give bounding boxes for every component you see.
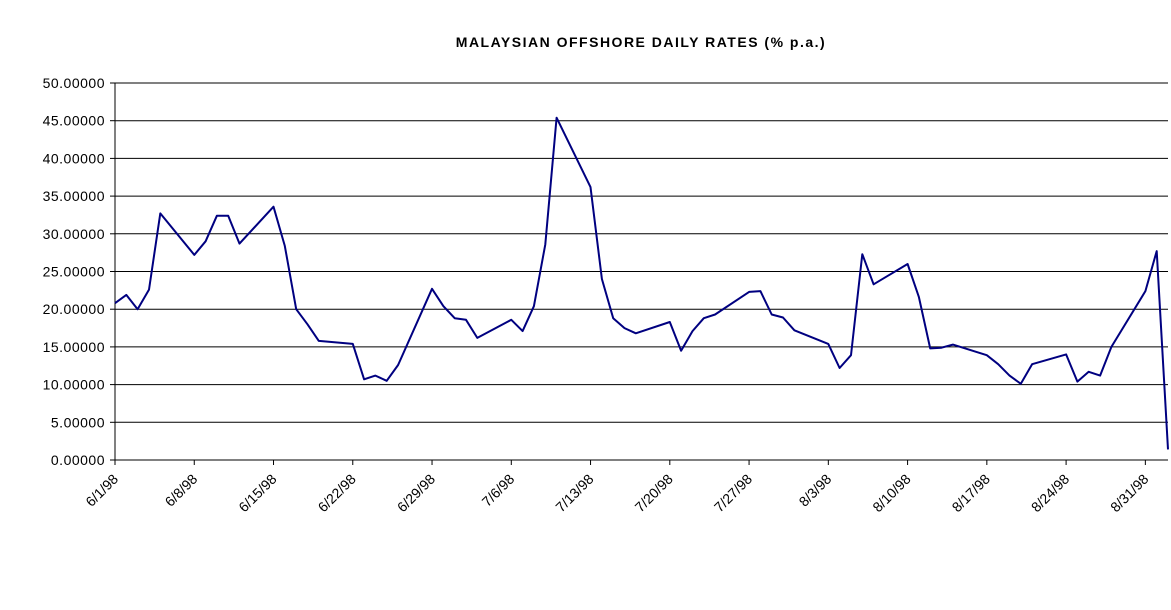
x-tick-label: 8/17/98	[949, 471, 993, 515]
x-tick-label: 6/8/98	[162, 471, 201, 510]
x-tick-label: 8/3/98	[796, 471, 835, 510]
chart-title: MALAYSIAN OFFSHORE DAILY RATES (% p.a.)	[456, 34, 826, 50]
data-line	[114, 116, 1169, 450]
y-tick-label: 35.00000	[43, 188, 105, 204]
x-tick-label: 6/15/98	[235, 471, 279, 515]
x-tick-label: 7/6/98	[479, 471, 518, 510]
y-tick-label: 45.00000	[43, 113, 105, 129]
x-tick-label: 7/13/98	[552, 471, 596, 515]
y-tick-label: 0.00000	[51, 452, 105, 468]
y-tick-label: 5.00000	[51, 414, 105, 430]
x-tick-label: 8/10/98	[869, 471, 913, 515]
x-tick-label: 6/22/98	[315, 471, 359, 515]
x-tick-label: 8/31/98	[1107, 471, 1151, 515]
x-tick-label: 8/24/98	[1028, 471, 1072, 515]
y-tick-label: 30.00000	[43, 226, 105, 242]
y-tick-label: 15.00000	[43, 339, 105, 355]
x-tick-label: 6/1/98	[82, 471, 121, 510]
y-tick-label: 40.00000	[43, 150, 105, 166]
y-tick-label: 25.00000	[43, 264, 105, 280]
x-tick-label: 7/27/98	[711, 471, 755, 515]
x-tick-label: 6/29/98	[394, 471, 438, 515]
x-tick-label: 7/20/98	[632, 471, 676, 515]
y-tick-label: 10.00000	[43, 377, 105, 393]
y-tick-label: 20.00000	[43, 301, 105, 317]
y-tick-label: 50.00000	[43, 75, 105, 91]
